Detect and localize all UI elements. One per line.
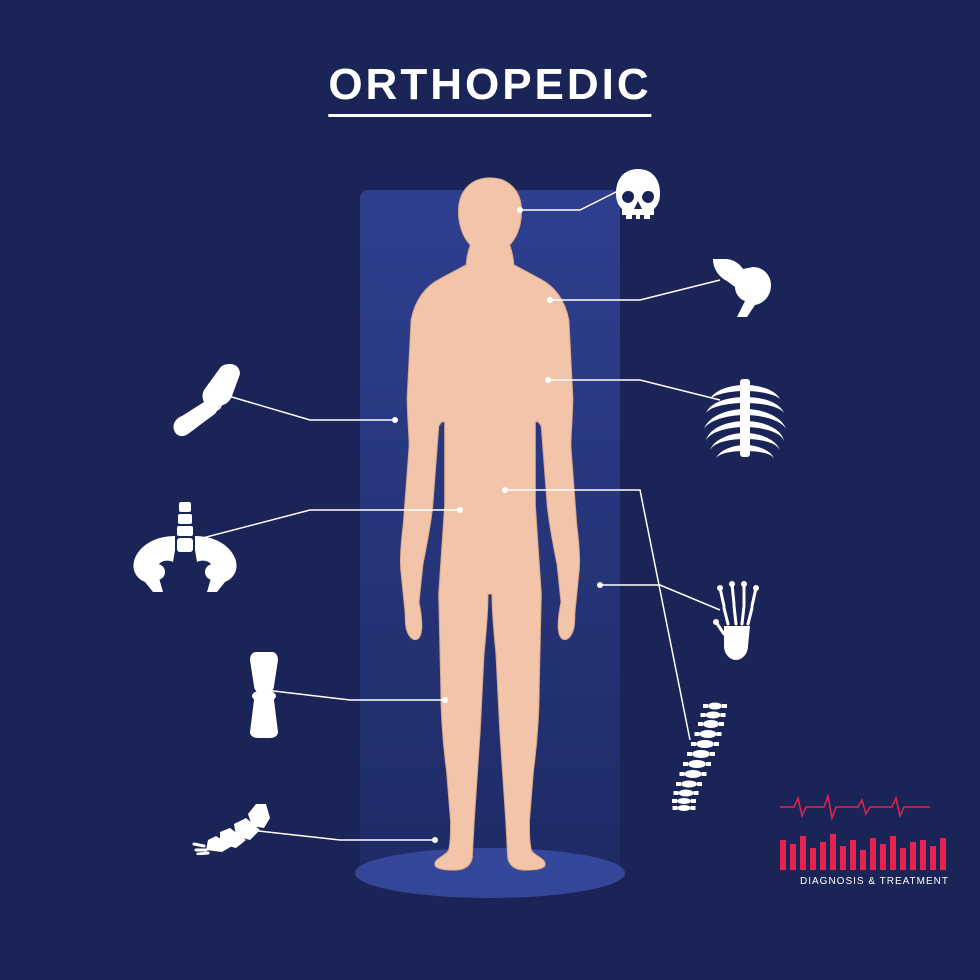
- shoulder-icon: [705, 255, 780, 320]
- infographic-canvas: ORTHOPEDIC: [0, 0, 980, 980]
- hand-bones-icon: [710, 580, 765, 665]
- foot-bones-icon: [190, 800, 280, 855]
- skull-icon: [608, 165, 668, 225]
- treatment-bar-chart: [780, 830, 946, 870]
- chart-label: DIAGNOSIS & TREATMENT: [800, 876, 949, 887]
- ribs-icon: [700, 375, 790, 465]
- elbow-joint-icon: [170, 360, 245, 440]
- ekg-line-icon: [780, 792, 930, 822]
- spine-icon: [665, 700, 740, 820]
- knee-joint-icon: [240, 650, 290, 740]
- pelvis-icon: [125, 500, 245, 595]
